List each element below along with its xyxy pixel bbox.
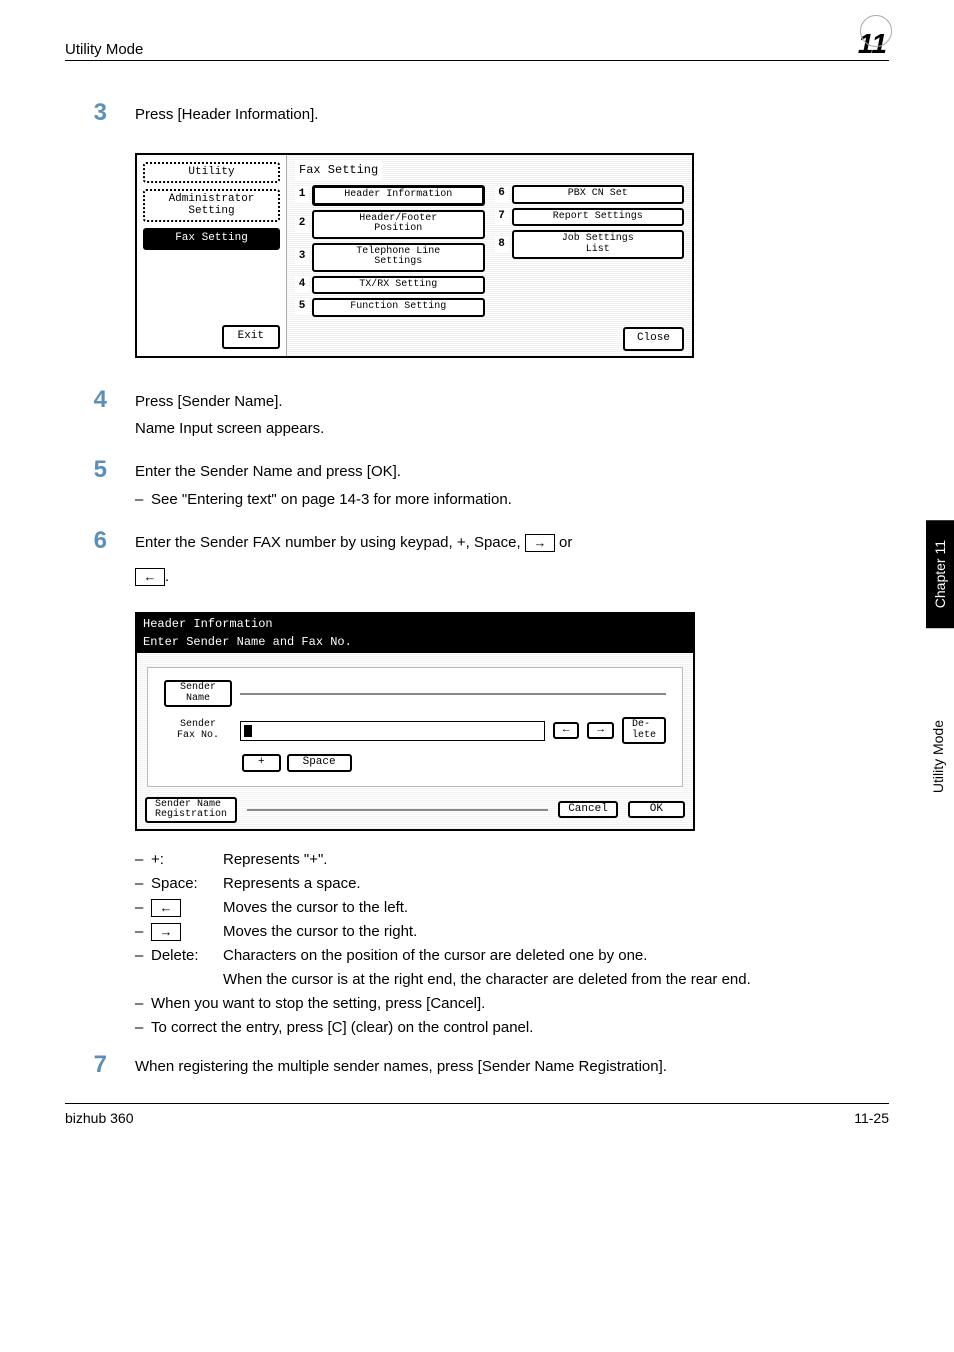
pbx-cn-set-button[interactable]: PBX CN Set [512, 185, 685, 204]
step-5-bullet: See "Entering text" on page 14-3 for mor… [151, 489, 889, 510]
sender-fax-label: Sender Fax No. [164, 719, 232, 742]
header-information-screen: Header Information Enter Sender Name and… [135, 612, 695, 830]
step-6-text: Enter the Sender FAX number by using key… [135, 532, 889, 554]
step-3-text: Press [Header Information]. [135, 104, 889, 126]
cancel-button[interactable]: Cancel [558, 801, 618, 819]
sender-fax-input[interactable] [240, 721, 545, 741]
plus-button[interactable]: + [242, 754, 281, 772]
header-title: Utility Mode [65, 41, 858, 58]
step-6-number: 6 [65, 527, 135, 594]
step-6: 6 Enter the Sender FAX number by using k… [65, 527, 889, 594]
step-7-number: 7 [65, 1051, 135, 1084]
exit-button[interactable]: Exit [222, 325, 280, 349]
page-footer: bizhub 360 11-25 [65, 1103, 889, 1126]
header-information-button[interactable]: Header Information [312, 185, 485, 206]
telephone-line-settings-button[interactable]: Telephone Line Settings [312, 243, 485, 272]
footer-left: bizhub 360 [65, 1110, 134, 1126]
ok-button[interactable]: OK [628, 801, 685, 819]
left-arrow-icon: ← [135, 568, 165, 586]
right-arrow-icon: → [525, 534, 555, 552]
step-7-text: When registering the multiple sender nam… [135, 1056, 889, 1078]
step-5-line1: Enter the Sender Name and press [OK]. [135, 461, 889, 483]
utility-button[interactable]: Utility [143, 162, 280, 184]
footer-right: 11-25 [854, 1110, 889, 1126]
sender-name-button[interactable]: Sender Name [164, 680, 232, 707]
close-button[interactable]: Close [623, 327, 684, 351]
side-tab-chapter: Chapter 11 [926, 520, 954, 628]
step-3: 3 Press [Header Information]. [65, 99, 889, 132]
tx-rx-setting-button[interactable]: TX/RX Setting [312, 276, 485, 295]
side-tab-utility: Utility Mode [926, 700, 950, 813]
step-4-line1: Press [Sender Name]. [135, 391, 889, 413]
header-footer-position-button[interactable]: Header/Footer Position [312, 210, 485, 239]
right-arrow-icon: → [151, 923, 181, 941]
space-button[interactable]: Space [287, 754, 352, 772]
job-settings-list-button[interactable]: Job Settings List [512, 230, 685, 259]
step-5-number: 5 [65, 456, 135, 513]
fax-setting-screen: Utility Administrator Setting Fax Settin… [135, 153, 694, 358]
page-header: Utility Mode 11 [65, 30, 889, 61]
screen2-subtitle: Enter Sender Name and Fax No. [143, 634, 687, 651]
delete-button[interactable]: De- lete [622, 717, 666, 744]
step-7: 7 When registering the multiple sender n… [65, 1051, 889, 1084]
left-arrow-icon: ← [151, 899, 181, 917]
legend: –+:Represents "+". –Space:Represents a s… [135, 849, 889, 1038]
step-3-number: 3 [65, 99, 135, 132]
cursor-left-button[interactable]: ← [553, 722, 580, 740]
step-5: 5 Enter the Sender Name and press [OK]. … [65, 456, 889, 513]
screen1-title: Fax Setting [295, 160, 382, 181]
step-4-number: 4 [65, 386, 135, 447]
screen2-title: Header Information [143, 616, 687, 633]
report-settings-button[interactable]: Report Settings [512, 208, 685, 227]
corner-decoration [860, 15, 892, 47]
step-4-line2: Name Input screen appears. [135, 418, 889, 440]
fax-setting-button[interactable]: Fax Setting [143, 228, 280, 250]
sender-name-registration-button[interactable]: Sender Name Registration [145, 797, 237, 823]
cursor-right-button[interactable]: → [587, 722, 614, 740]
function-setting-button[interactable]: Function Setting [312, 298, 485, 317]
admin-setting-button[interactable]: Administrator Setting [143, 189, 280, 222]
step-4: 4 Press [Sender Name]. Name Input screen… [65, 386, 889, 447]
sender-name-line [240, 693, 666, 695]
